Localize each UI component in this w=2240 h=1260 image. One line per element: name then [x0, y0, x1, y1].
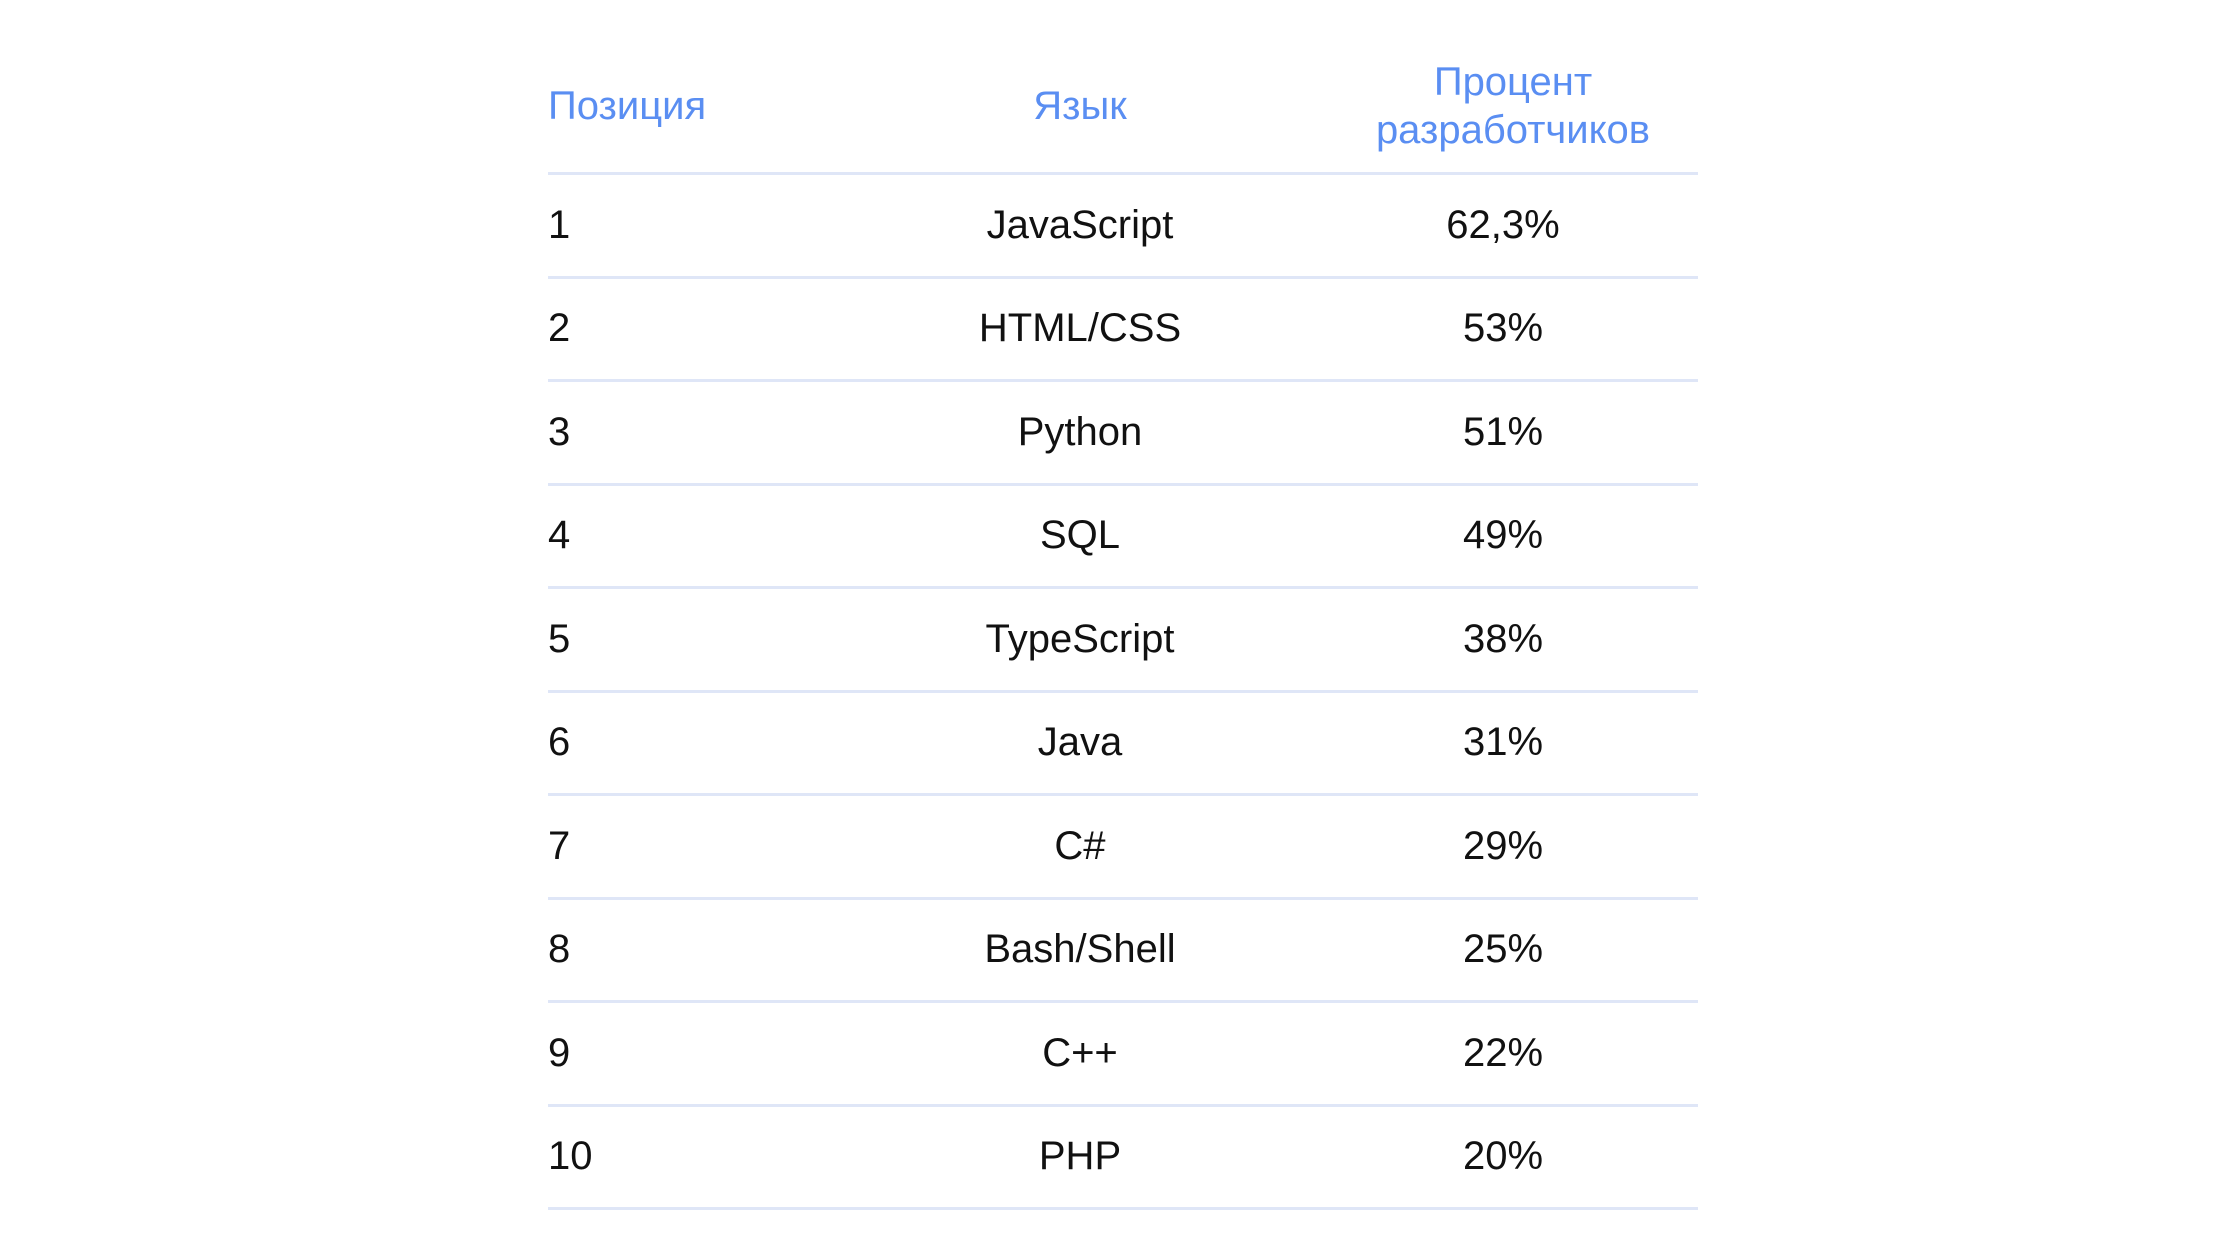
cell-percent: 25%	[1462, 927, 1544, 972]
table-header: Позиция Язык Процент разработчиков	[548, 40, 1698, 175]
cell-percent: 51%	[1462, 409, 1544, 454]
cell-language: Bash/Shell	[984, 927, 1176, 972]
cell-percent: 20%	[1462, 1134, 1544, 1179]
table-row: 6 Java 31%	[548, 693, 1698, 796]
header-language: Язык	[1033, 84, 1127, 128]
cell-percent: 22%	[1462, 1030, 1544, 1075]
table-row: 2 HTML/CSS 53%	[548, 279, 1698, 382]
cell-position: 8	[548, 927, 571, 972]
header-position: Позиция	[548, 84, 707, 128]
table-row: 7 C# 29%	[548, 796, 1698, 900]
cell-percent: 29%	[1462, 823, 1544, 868]
header-percent: Процент разработчиков	[1375, 60, 1651, 152]
cell-language: Python	[1017, 409, 1143, 454]
table-body: 1 JavaScript 62,3% 2 HTML/CSS 53% 3 Python 51% 4 S…	[548, 175, 1698, 1210]
table-row: 10 PHP 20%	[548, 1107, 1698, 1210]
cell-language: TypeScript	[985, 616, 1175, 661]
cell-position: 3	[548, 409, 571, 454]
table-row: 5 TypeScript 38%	[548, 589, 1698, 693]
cell-percent: 38%	[1462, 616, 1544, 661]
cell-position: 9	[548, 1030, 571, 1075]
cell-position: 4	[548, 513, 571, 558]
cell-language: Java	[1037, 720, 1123, 765]
table-row: 9 C++ 22%	[548, 1003, 1698, 1107]
cell-percent: 49%	[1462, 513, 1544, 558]
cell-position: 6	[548, 720, 571, 765]
cell-percent: 62,3%	[1446, 202, 1560, 247]
cell-language: JavaScript	[986, 202, 1174, 247]
cell-position: 5	[548, 616, 571, 661]
cell-percent: 31%	[1462, 720, 1544, 765]
ranking-table: Позиция Язык Процент разработчиков 1 Java…	[548, 40, 1698, 1210]
cell-language: SQL	[1039, 513, 1121, 558]
cell-position: 1	[548, 202, 571, 247]
cell-position: 10	[548, 1134, 593, 1179]
cell-position: 7	[548, 823, 571, 868]
cell-language: C#	[1054, 823, 1106, 868]
cell-position: 2	[548, 306, 571, 351]
cell-language: PHP	[1038, 1134, 1122, 1179]
table-row: 8 Bash/Shell 25%	[548, 900, 1698, 1003]
table-row: 1 JavaScript 62,3%	[548, 175, 1698, 279]
cell-percent: 53%	[1462, 306, 1544, 351]
table-row: 3 Python 51%	[548, 382, 1698, 486]
cell-language: C++	[1042, 1030, 1118, 1075]
table-row: 4 SQL 49%	[548, 486, 1698, 589]
cell-language: HTML/CSS	[978, 306, 1182, 351]
